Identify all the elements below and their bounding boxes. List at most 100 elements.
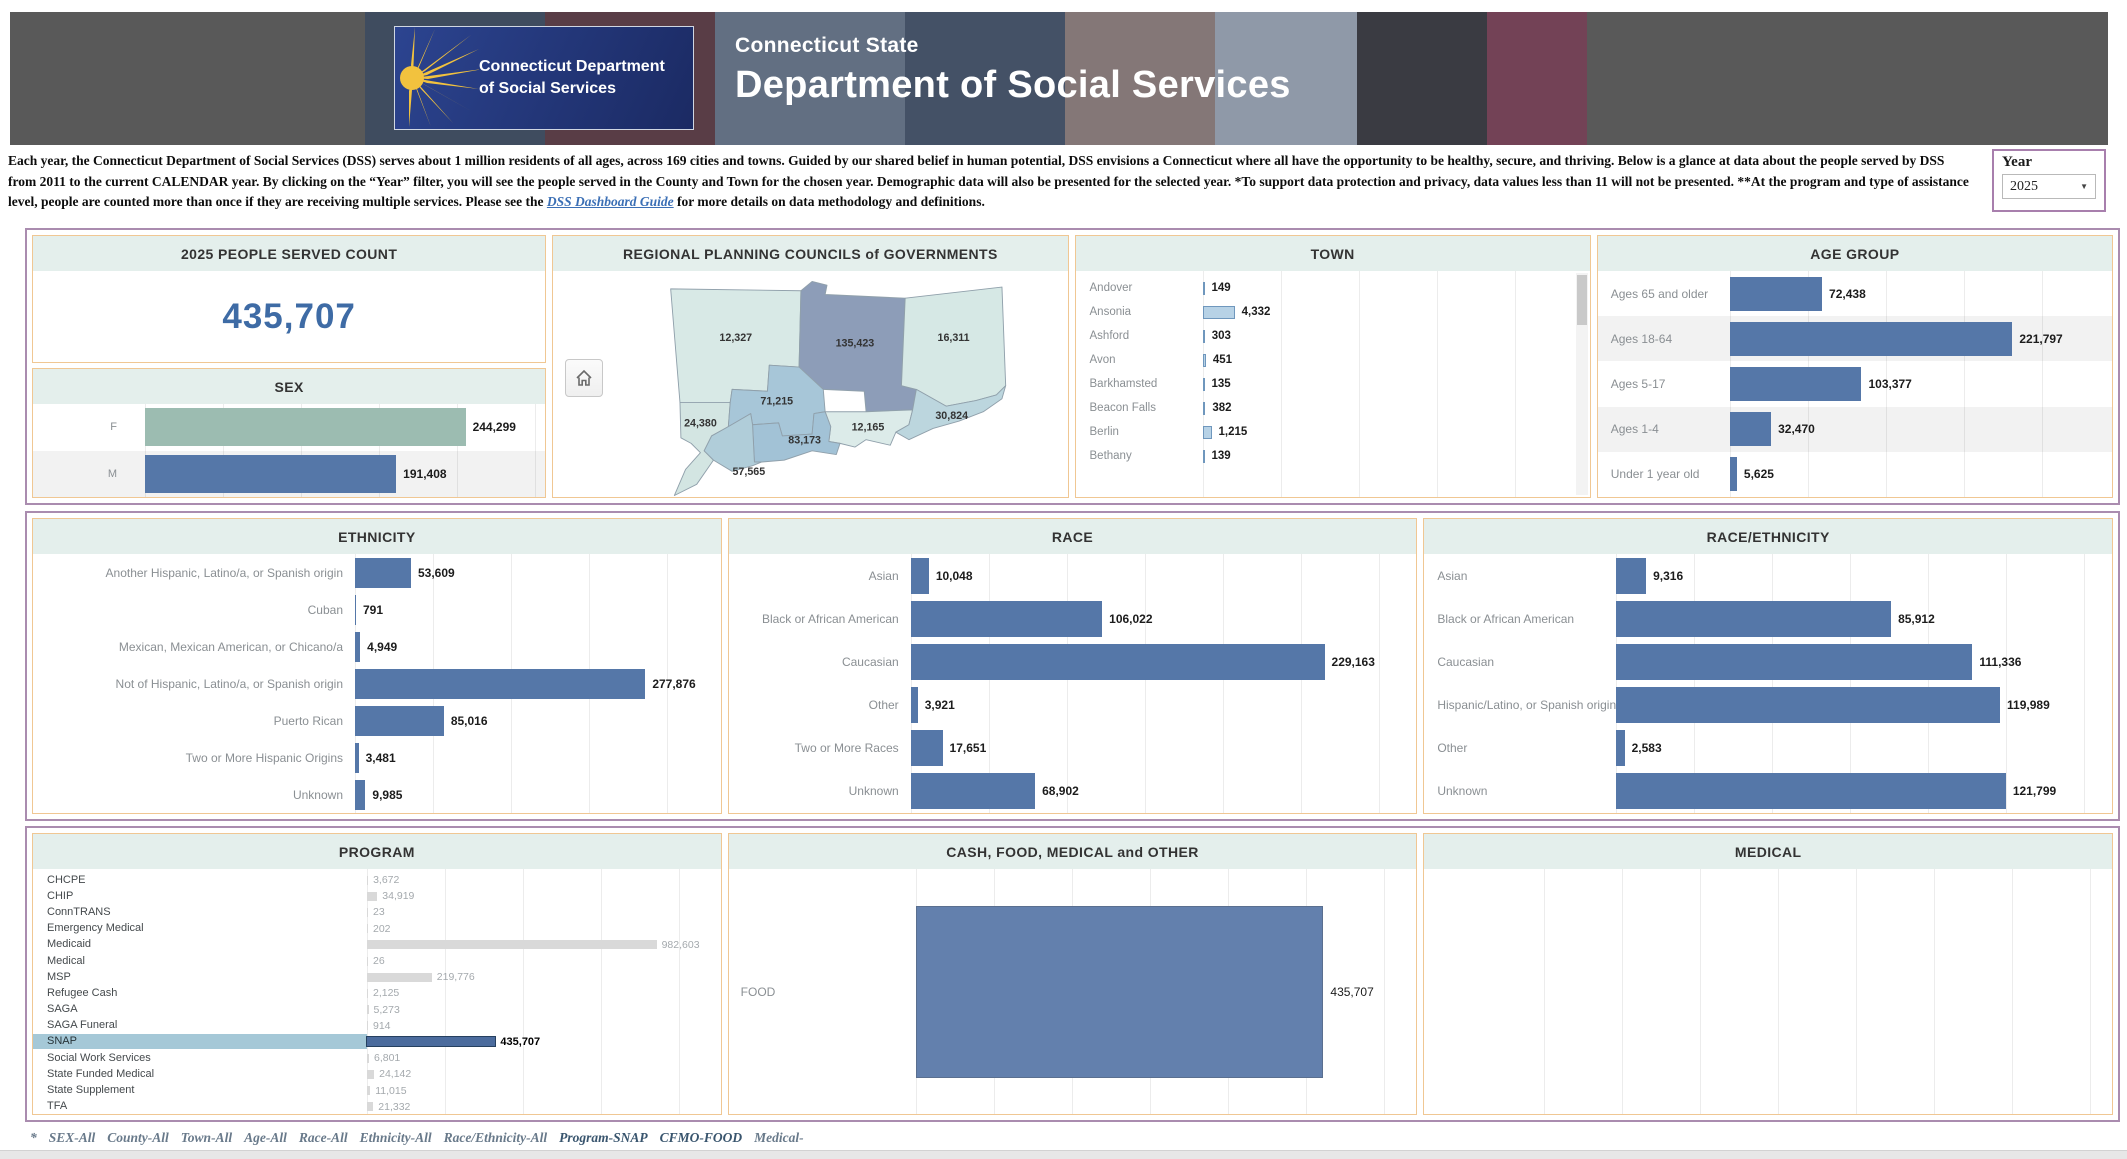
bar-row-other[interactable]: Other 2,583 bbox=[1424, 727, 2112, 770]
bar-row-asian[interactable]: Asian 10,048 bbox=[729, 554, 1417, 597]
map-region-southeastern[interactable] bbox=[895, 385, 1007, 441]
bar-mark[interactable] bbox=[910, 730, 943, 767]
bar-row-medical[interactable]: Medical 26 bbox=[33, 953, 721, 969]
bar-mark[interactable] bbox=[145, 408, 466, 447]
bar-mark[interactable] bbox=[1202, 377, 1205, 391]
bar-mark[interactable] bbox=[1616, 557, 1647, 594]
bar-mark[interactable] bbox=[367, 1021, 368, 1031]
bar-mark[interactable] bbox=[1616, 773, 2006, 810]
bar-mark[interactable] bbox=[355, 631, 361, 662]
bar-row-unknown[interactable]: Unknown 68,902 bbox=[729, 770, 1417, 813]
bar-row-unknown[interactable]: Unknown 121,799 bbox=[1424, 770, 2112, 813]
bar-row-refugee-cash[interactable]: Refugee Cash 2,125 bbox=[33, 985, 721, 1001]
bar-mark[interactable] bbox=[355, 742, 359, 773]
bar-row-barkhamsted[interactable]: Barkhamsted 135 bbox=[1076, 372, 1574, 396]
bar-row-under-1-year-old[interactable]: Under 1 year old 5,625 bbox=[1598, 452, 2112, 497]
town-scrollbar[interactable] bbox=[1575, 273, 1588, 495]
bar-mark[interactable] bbox=[367, 972, 432, 982]
bar-row-cuban[interactable]: Cuban 791 bbox=[33, 591, 721, 628]
bar-mark[interactable] bbox=[367, 988, 368, 998]
bar-row-andover[interactable]: Andover 149 bbox=[1076, 276, 1574, 300]
bar-row-avon[interactable]: Avon 451 bbox=[1076, 348, 1574, 372]
bar-mark[interactable] bbox=[367, 891, 378, 901]
bar-row-two-or-more-hispanic-origins[interactable]: Two or More Hispanic Origins 3,481 bbox=[33, 739, 721, 776]
bar-mark[interactable] bbox=[910, 773, 1036, 810]
bar-mark[interactable] bbox=[910, 687, 918, 724]
bar-mark[interactable] bbox=[1729, 367, 1862, 401]
bar-row-unknown[interactable]: Unknown 9,985 bbox=[33, 776, 721, 813]
bar-row-black-or-african-american[interactable]: Black or African American 85,912 bbox=[1424, 597, 2112, 640]
bar-row-ages-65-and-older[interactable]: Ages 65 and older 72,438 bbox=[1598, 271, 2112, 316]
map-region-south-central[interactable] bbox=[752, 411, 841, 463]
bar-mark[interactable] bbox=[1202, 281, 1205, 295]
year-dropdown[interactable]: 2025 ▼ bbox=[2002, 174, 2096, 199]
bar-row-tfa[interactable]: TFA 21,332 bbox=[33, 1099, 721, 1114]
bar-mark[interactable] bbox=[367, 1053, 369, 1063]
bar-row-bethany[interactable]: Bethany 139 bbox=[1076, 444, 1574, 468]
bar-row-msp[interactable]: MSP 219,776 bbox=[33, 969, 721, 985]
bar-row-saga[interactable]: SAGA 5,273 bbox=[33, 1002, 721, 1018]
bar-mark[interactable] bbox=[355, 557, 411, 588]
bar-mark[interactable] bbox=[1729, 457, 1737, 492]
bar-mark[interactable] bbox=[367, 924, 368, 934]
bar-mark[interactable] bbox=[1202, 353, 1206, 367]
bar-row-caucasian[interactable]: Caucasian 229,163 bbox=[729, 640, 1417, 683]
bar-row-berlin[interactable]: Berlin 1,215 bbox=[1076, 420, 1574, 444]
bar-mark[interactable] bbox=[367, 1102, 374, 1112]
bar-row-emergency-medical[interactable]: Emergency Medical 202 bbox=[33, 921, 721, 937]
bar-mark[interactable] bbox=[1202, 329, 1205, 343]
bar-row-another-hispanic-latino-a-or-spanish-origin[interactable]: Another Hispanic, Latino/a, or Spanish o… bbox=[33, 554, 721, 591]
bar-mark[interactable] bbox=[1202, 425, 1212, 439]
bar-row-ages-1-4[interactable]: Ages 1-4 32,470 bbox=[1597, 406, 2112, 452]
bar-mark[interactable] bbox=[1202, 449, 1205, 463]
dss-dashboard-guide-link[interactable]: DSS Dashboard Guide bbox=[546, 194, 674, 210]
bar-mark[interactable] bbox=[367, 1069, 375, 1079]
bar-mark[interactable] bbox=[355, 594, 356, 625]
bar-row-two-or-more-races[interactable]: Two or More Races 17,651 bbox=[729, 727, 1417, 770]
bar-mark[interactable] bbox=[145, 454, 397, 493]
bar-row-chcpe[interactable]: CHCPE 3,672 bbox=[33, 872, 721, 888]
bar-mark[interactable] bbox=[367, 940, 657, 950]
bar-mark[interactable] bbox=[355, 668, 646, 699]
town-scrollbar-thumb[interactable] bbox=[1576, 275, 1587, 325]
bar-mark[interactable] bbox=[355, 779, 366, 810]
bar-mark[interactable] bbox=[367, 1086, 371, 1096]
bar-row-state-supplement[interactable]: State Supplement 11,015 bbox=[33, 1082, 721, 1098]
bar-row-hispanic-latino-or-spanish-origin[interactable]: Hispanic/Latino, or Spanish origin 119,98… bbox=[1424, 684, 2112, 727]
bar-row-asian[interactable]: Asian 9,316 bbox=[1424, 554, 2112, 597]
bar-row-ages-5-17[interactable]: Ages 5-17 103,377 bbox=[1598, 361, 2112, 406]
bar-row-other[interactable]: Other 3,921 bbox=[729, 684, 1417, 727]
bar-row-f[interactable]: F 244,299 bbox=[33, 404, 545, 451]
bar-row-medicaid[interactable]: Medicaid 982,603 bbox=[33, 937, 721, 953]
map-home-button[interactable] bbox=[565, 359, 604, 397]
bar-mark[interactable] bbox=[915, 905, 1324, 1078]
bar-row-mexican-mexican-american-or-chicano-a[interactable]: Mexican, Mexican American, or Chicano/a 4… bbox=[33, 628, 721, 665]
bar-mark[interactable] bbox=[910, 557, 929, 594]
bar-mark[interactable] bbox=[367, 875, 369, 885]
bar-row-ashford[interactable]: Ashford 303 bbox=[1076, 324, 1574, 348]
map-region-greater-bridgeport[interactable] bbox=[703, 413, 763, 472]
bar-mark[interactable] bbox=[1616, 730, 1625, 767]
bar-mark[interactable] bbox=[365, 1036, 497, 1048]
bar-mark[interactable] bbox=[1616, 600, 1892, 637]
bar-row-conntrans[interactable]: ConnTRANS 23 bbox=[33, 904, 721, 920]
bar-row-chip[interactable]: CHIP 34,919 bbox=[33, 888, 721, 904]
bar-row-puerto-rican[interactable]: Puerto Rican 85,016 bbox=[33, 702, 721, 739]
bar-row-state-funded-medical[interactable]: State Funded Medical 24,142 bbox=[33, 1066, 721, 1082]
bar-row-m[interactable]: M 191,408 bbox=[33, 450, 546, 497]
bar-mark[interactable] bbox=[1729, 412, 1772, 447]
bar-row-social-work-services[interactable]: Social Work Services 6,801 bbox=[33, 1050, 721, 1066]
bar-mark[interactable] bbox=[355, 705, 444, 736]
bar-mark[interactable] bbox=[1202, 401, 1206, 415]
bar-mark[interactable] bbox=[367, 907, 368, 917]
bar-mark[interactable] bbox=[1616, 687, 2001, 724]
bar-row-ansonia[interactable]: Ansonia 4,332 bbox=[1076, 300, 1574, 324]
bar-row-saga-funeral[interactable]: SAGA Funeral 914 bbox=[33, 1018, 721, 1034]
bar-row-caucasian[interactable]: Caucasian 111,336 bbox=[1424, 640, 2112, 683]
bar-row-snap[interactable]: SNAP 435,707 bbox=[33, 1034, 721, 1050]
map-region-northeast[interactable] bbox=[901, 286, 1007, 407]
bar-row-black-or-african-american[interactable]: Black or African American 106,022 bbox=[729, 597, 1417, 640]
bar-mark[interactable] bbox=[910, 600, 1103, 637]
bar-row-food[interactable]: FOOD 435,707 bbox=[729, 869, 1417, 1114]
bar-mark[interactable] bbox=[1729, 321, 2013, 356]
